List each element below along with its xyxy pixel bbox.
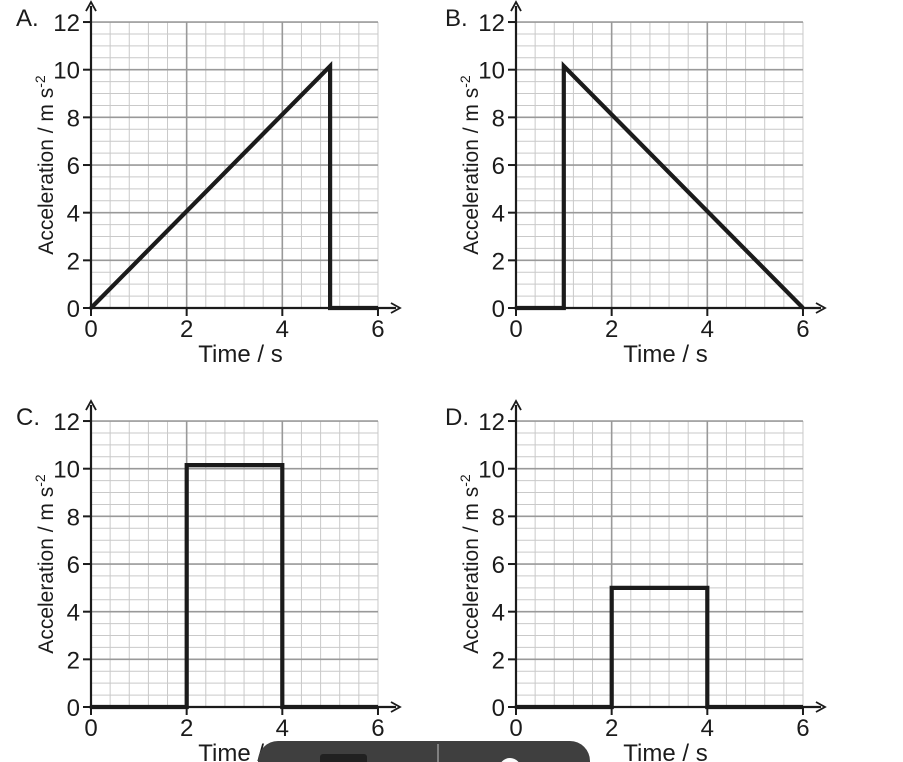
x-tick-label: 4 <box>276 715 289 742</box>
y-tick-label: 0 <box>67 296 80 323</box>
y-tick-label: 10 <box>53 58 80 85</box>
curve-D <box>516 585 803 710</box>
x-axis-arrowhead-icon <box>390 302 402 314</box>
y-axis-arrowhead-icon <box>85 399 97 411</box>
y-tick-label: 12 <box>53 409 80 436</box>
graph-panel-D: 0 2 4 6 0 2 4 6 8 10 12 D. Time / s Acceleration / m … <box>445 399 827 762</box>
x-axis-title-D: Time / s <box>623 740 707 762</box>
x-tick-label: 2 <box>180 715 193 742</box>
x-axis-arrowhead-icon <box>815 302 827 314</box>
y-axis-title-C: Acceleration / m s-2 <box>32 474 58 654</box>
y-tick-label: 12 <box>53 10 80 37</box>
y-tick-label: 4 <box>67 600 80 627</box>
panel-label-A: A. <box>16 5 39 32</box>
graph-panel-B: 0 2 4 6 0 2 4 6 8 10 12 B. Time / s Acceleration / m … <box>445 0 827 368</box>
floating-capture-toolbar[interactable] <box>258 741 590 762</box>
y-tick-label: 4 <box>492 600 505 627</box>
toolbar-dark-button[interactable] <box>320 754 367 762</box>
record-button-icon[interactable] <box>499 758 521 762</box>
x-axis-arrowhead-icon <box>390 701 402 713</box>
y-tick-label: 8 <box>67 105 80 132</box>
y-tick-label: 6 <box>67 552 80 579</box>
y-axis-title-A: Acceleration / m s-2 <box>32 75 58 255</box>
x-tick-label: 2 <box>605 715 618 742</box>
y-tick-label: 8 <box>492 504 505 531</box>
y-axis-arrowhead-icon <box>510 0 522 12</box>
y-axis-arrowhead-icon <box>85 0 97 12</box>
panel-label-C: C. <box>16 404 40 431</box>
grid-major-D <box>516 420 803 707</box>
y-axis-title-B: Acceleration / m s-2 <box>457 75 483 255</box>
curve-B <box>516 60 805 311</box>
panel-label-D: D. <box>445 404 469 431</box>
y-tick-label: 10 <box>478 457 505 484</box>
x-tick-label: 4 <box>701 316 714 343</box>
y-tick-label: 6 <box>67 153 80 180</box>
y-tick-label: 8 <box>67 504 80 531</box>
graph-panel-A: 0 2 4 6 0 2 4 6 8 10 12 A. Time / s Acceleration / m … <box>16 0 402 368</box>
x-tick-label: 4 <box>701 715 714 742</box>
curve-C <box>91 463 378 710</box>
y-tick-label: 2 <box>67 647 80 674</box>
y-tick-label: 2 <box>492 248 505 275</box>
y-tick-label: 4 <box>492 201 505 228</box>
y-tick-label: 0 <box>492 296 505 323</box>
y-axis-title-D: Acceleration / m s-2 <box>457 474 483 654</box>
toolbar-divider-icon <box>437 744 439 762</box>
x-axis-arrowhead-icon <box>815 701 827 713</box>
tick-marks-B <box>508 21 804 316</box>
x-axis-title-A: Time / s <box>198 341 282 368</box>
x-tick-label: 0 <box>84 715 97 742</box>
x-tick-label: 0 <box>84 316 97 343</box>
y-tick-label: 6 <box>492 153 505 180</box>
x-tick-label: 2 <box>180 316 193 343</box>
y-tick-label: 8 <box>492 105 505 132</box>
y-axis-arrowhead-icon <box>510 399 522 411</box>
y-tick-label: 12 <box>478 10 505 37</box>
x-tick-label: 2 <box>605 316 618 343</box>
x-axis-title-B: Time / s <box>623 341 707 368</box>
x-tick-label: 6 <box>371 316 384 343</box>
x-tick-label: 6 <box>796 715 809 742</box>
x-tick-label: 0 <box>509 316 522 343</box>
y-tick-label: 10 <box>478 58 505 85</box>
y-tick-label: 6 <box>492 552 505 579</box>
tick-marks-A <box>83 21 379 316</box>
y-tick-label: 4 <box>67 201 80 228</box>
curve-A <box>89 60 378 311</box>
y-tick-label: 0 <box>67 695 80 722</box>
y-tick-label: 10 <box>53 457 80 484</box>
x-tick-label: 6 <box>371 715 384 742</box>
y-tick-label: 0 <box>492 695 505 722</box>
y-tick-label: 2 <box>492 647 505 674</box>
panel-label-B: B. <box>445 5 468 32</box>
x-tick-label: 6 <box>796 316 809 343</box>
x-tick-label: 0 <box>509 715 522 742</box>
y-tick-label: 2 <box>67 248 80 275</box>
x-tick-label: 4 <box>276 316 289 343</box>
y-tick-label: 12 <box>478 409 505 436</box>
